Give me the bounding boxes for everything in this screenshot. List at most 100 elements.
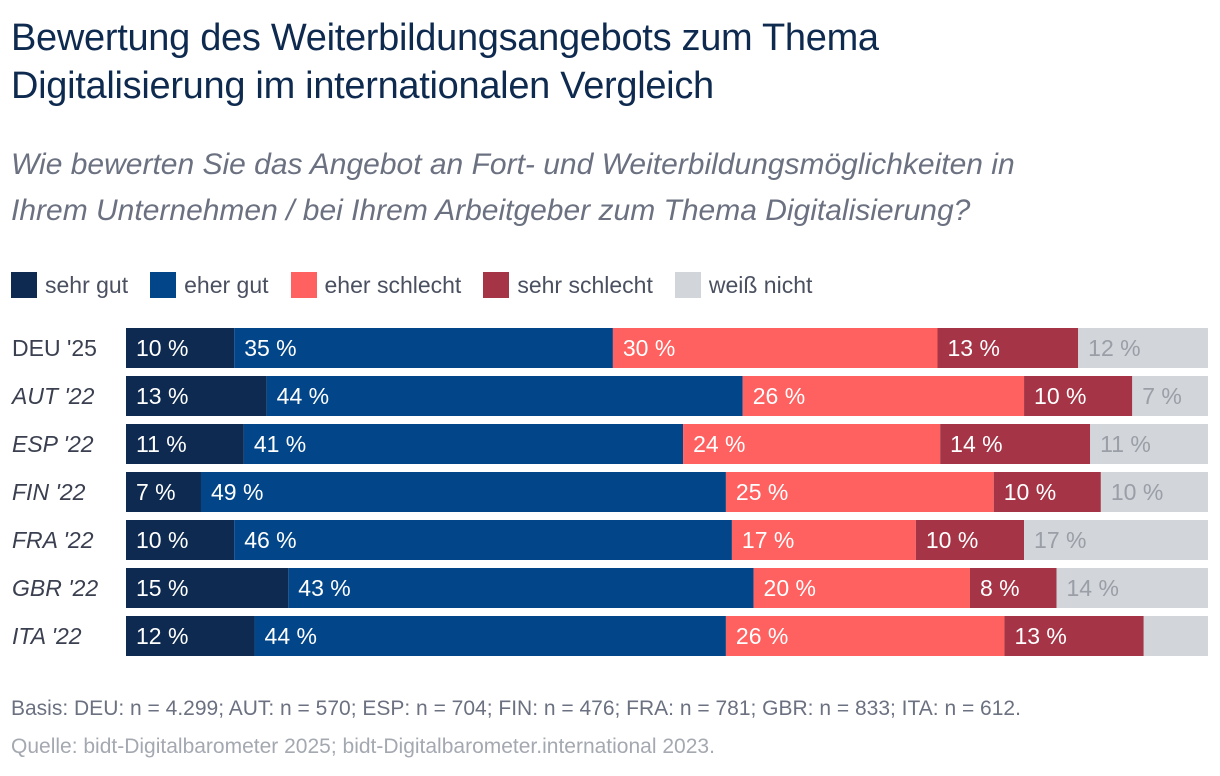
stacked-bar-chart: DEU '25 10 % 35 % 30 % 13 % 12 % AUT '22 13 % 44… bbox=[10, 328, 1208, 656]
value-label: 35 % bbox=[244, 335, 296, 361]
legend: sehr gut eher gut eher schlecht sehr sch… bbox=[11, 268, 834, 302]
value-label: 10 % bbox=[1111, 479, 1163, 505]
value-label: 7 % bbox=[136, 479, 176, 505]
bar-segment-eher-gut bbox=[254, 616, 726, 656]
legend-item-eher-gut: eher gut bbox=[150, 271, 269, 299]
bar-segment-eher-gut bbox=[243, 424, 684, 464]
bar-segment-sehr-schlecht bbox=[1004, 616, 1144, 656]
value-label: 7 % bbox=[1142, 383, 1182, 409]
value-label: 46 % bbox=[244, 527, 296, 553]
value-label: 10 % bbox=[1004, 479, 1056, 505]
value-label: 15 % bbox=[136, 575, 188, 601]
category-label: GBR '22 bbox=[12, 575, 98, 601]
category-label: DEU '25 bbox=[12, 335, 97, 361]
value-label: 25 % bbox=[736, 479, 788, 505]
legend-item-sehr-schlecht: sehr schlecht bbox=[483, 272, 653, 299]
bar-segment-weiss-nicht bbox=[1132, 376, 1208, 416]
value-label: 14 % bbox=[1067, 575, 1119, 601]
value-label: 10 % bbox=[1034, 383, 1086, 409]
category-label: ESP '22 bbox=[12, 431, 94, 457]
value-label: 11 % bbox=[136, 431, 187, 457]
legend-swatch-sehr-schlecht bbox=[483, 272, 510, 298]
legend-swatch-sehr-gut bbox=[11, 272, 37, 298]
legend-item-eher-schlecht: eher schlecht bbox=[290, 271, 462, 299]
bar-segment-sehr-gut bbox=[126, 616, 255, 656]
legend-item-weiss-nicht: weiß nicht bbox=[674, 271, 813, 299]
bar-segment-weiss-nicht bbox=[1078, 328, 1208, 368]
value-label: 17 % bbox=[1034, 527, 1086, 553]
category-label: FRA '22 bbox=[12, 527, 94, 553]
legend-item-sehr-gut: sehr gut bbox=[11, 272, 128, 299]
subtitle-line-1: Wie bewerten Sie das Angebot an Fort- un… bbox=[11, 148, 1015, 181]
bar-segment-eher-gut bbox=[234, 520, 732, 560]
value-label: 30 % bbox=[623, 335, 675, 361]
bar-segment-weiss-nicht bbox=[1090, 424, 1208, 464]
bar-segment-sehr-schlecht bbox=[969, 568, 1057, 608]
bar-segment-sehr-gut bbox=[126, 520, 235, 560]
bar-segment-eher-schlecht bbox=[731, 520, 916, 560]
chart-subtitle: Wie bewerten Sie das Angebot an Fort- un… bbox=[11, 142, 1211, 234]
bar-segment-sehr-gut bbox=[126, 424, 244, 464]
legend-swatch-eher-schlecht bbox=[290, 272, 317, 298]
bar-row-aut-22: AUT '22 13 % 44 % 26 % 10 % 7 % bbox=[10, 376, 1208, 416]
bar-segment-sehr-gut bbox=[126, 376, 267, 416]
value-label: 26 % bbox=[753, 383, 805, 409]
bar-row-deu-25: DEU '25 10 % 35 % 30 % 13 % 12 % bbox=[12, 328, 1208, 368]
legend-label-eher-gut: eher gut bbox=[184, 271, 269, 298]
bar-segment-sehr-schlecht bbox=[1024, 376, 1133, 416]
bar-segment-sehr-schlecht bbox=[940, 424, 1091, 464]
value-label: 11 % bbox=[1100, 431, 1151, 457]
value-label: 44 % bbox=[277, 383, 329, 409]
value-label: 20 % bbox=[764, 575, 816, 601]
value-label: 10 % bbox=[136, 527, 188, 553]
value-label: 17 % bbox=[742, 527, 794, 553]
value-label: 10 % bbox=[136, 335, 188, 361]
bar-segment-sehr-schlecht bbox=[915, 520, 1025, 560]
category-label: AUT '22 bbox=[10, 383, 95, 409]
bar-row-fin-22: FIN '22 7 % 49 % 25 % 10 % 10 % bbox=[12, 472, 1208, 512]
value-label: 10 % bbox=[926, 527, 978, 553]
value-label: 41 % bbox=[254, 431, 306, 457]
value-label: 14 % bbox=[950, 431, 1002, 457]
bar-segment-eher-schlecht bbox=[612, 328, 938, 368]
bar-segment-eher-gut bbox=[288, 568, 754, 608]
bar-row-esp-22: ESP '22 11 % 41 % 24 % 14 % 11 % bbox=[12, 424, 1208, 464]
bar-row-fra-22: FRA '22 10 % 46 % 17 % 10 % 17 % bbox=[12, 520, 1208, 560]
bar-segment-eher-schlecht bbox=[725, 616, 1005, 656]
chart-title: Bewertung des Weiterbildungsangebots zum… bbox=[11, 14, 1191, 110]
bar-segment-eher-schlecht bbox=[725, 472, 994, 512]
value-label: 44 % bbox=[265, 623, 317, 649]
title-line-1: Bewertung des Weiterbildungsangebots zum… bbox=[11, 17, 879, 59]
value-label: 24 % bbox=[693, 431, 745, 457]
legend-label-weiss-nicht: weiß nicht bbox=[708, 271, 813, 298]
bar-segment-sehr-gut bbox=[126, 568, 289, 608]
legend-label-eher-schlecht: eher schlecht bbox=[324, 271, 462, 298]
bar-segment-weiss-nicht bbox=[1100, 472, 1208, 512]
value-label: 13 % bbox=[1014, 623, 1066, 649]
bar-segment-eher-schlecht bbox=[742, 376, 1025, 416]
value-label: 12 % bbox=[136, 623, 188, 649]
bar-segment-eher-gut bbox=[200, 472, 726, 512]
bar-segment-sehr-schlecht bbox=[993, 472, 1101, 512]
bar-segment-eher-gut bbox=[266, 376, 743, 416]
legend-swatch-eher-gut bbox=[150, 272, 177, 298]
title-line-2: Digitalisierung im internationalen Vergl… bbox=[11, 65, 714, 107]
value-label: 13 % bbox=[948, 335, 1000, 361]
value-label: 12 % bbox=[1088, 335, 1140, 361]
bar-segment-eher-schlecht bbox=[753, 568, 970, 608]
value-label: 8 % bbox=[980, 575, 1020, 601]
bar-row-gbr-22: GBR '22 15 % 43 % 20 % 8 % 14 % bbox=[12, 568, 1208, 608]
bar-segment-sehr-schlecht bbox=[937, 328, 1079, 368]
bar-segment-eher-gut bbox=[234, 328, 613, 368]
legend-label-sehr-schlecht: sehr schlecht bbox=[517, 271, 653, 298]
bar-segment-weiss-nicht bbox=[1024, 520, 1208, 560]
footer-source: Quelle: bidt-Digitalbarometer 2025; bidt… bbox=[11, 735, 715, 758]
bar-segment-weiss-nicht bbox=[1056, 568, 1208, 608]
value-label: 13 % bbox=[136, 383, 188, 409]
value-label: 49 % bbox=[211, 479, 263, 505]
legend-label-sehr-gut: sehr gut bbox=[45, 271, 129, 298]
bar-segment-sehr-gut bbox=[126, 328, 235, 368]
value-label: 43 % bbox=[298, 575, 350, 601]
category-label: ITA '22 bbox=[12, 623, 82, 649]
bar-segment-weiss-nicht bbox=[1143, 616, 1208, 656]
